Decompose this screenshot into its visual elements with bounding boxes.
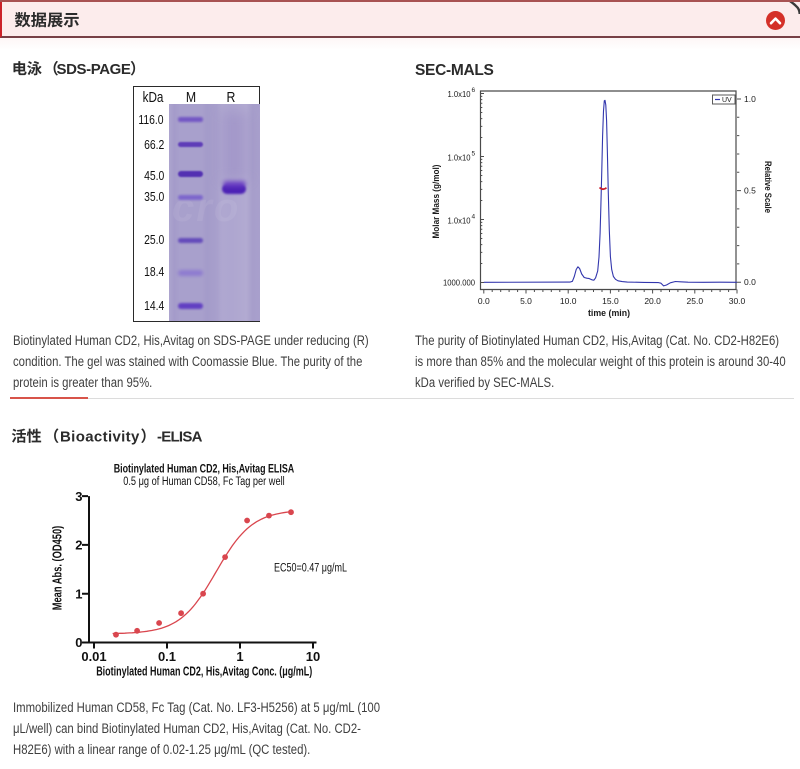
svg-text:0.1: 0.1 (158, 649, 176, 664)
svg-text:0.5: 0.5 (744, 186, 756, 196)
svg-text:15.0: 15.0 (602, 296, 619, 306)
svg-text:0.0: 0.0 (478, 296, 490, 306)
svg-text:25.0: 25.0 (687, 296, 704, 306)
svg-text:2: 2 (75, 538, 82, 553)
svg-text:-ELISA: -ELISA (157, 429, 203, 446)
svg-text:1.0x10: 1.0x10 (448, 153, 471, 163)
svg-text:5.0: 5.0 (520, 296, 532, 306)
svg-text:UV: UV (722, 97, 732, 104)
svg-text:SEC-MALS: SEC-MALS (415, 62, 494, 79)
svg-text:10: 10 (306, 649, 320, 664)
svg-text:0.01: 0.01 (81, 649, 106, 664)
svg-text:20.0: 20.0 (644, 296, 661, 306)
svg-text:1: 1 (236, 649, 243, 664)
svg-text:Molar Mass (g/mol): Molar Mass (g/mol) (431, 165, 441, 239)
svg-text:Mean Abs. (OD450): Mean Abs. (OD450) (50, 526, 64, 611)
svg-text:Bioactivity: Bioactivity (60, 429, 140, 446)
svg-text:10.0: 10.0 (560, 296, 577, 306)
svg-text:Relative Scale: Relative Scale (763, 161, 773, 213)
svg-text:1000.000: 1000.000 (443, 278, 475, 288)
svg-text:0.0: 0.0 (744, 277, 756, 287)
svg-text:3: 3 (75, 489, 82, 504)
svg-text:1: 1 (75, 586, 82, 601)
svg-text:1.0x10: 1.0x10 (448, 216, 471, 226)
svg-text:EC50=0.47 μg/mL: EC50=0.47 μg/mL (274, 563, 347, 575)
svg-text:Biotinylated Human CD2, His,Av: Biotinylated Human CD2, His,Avitag Conc.… (96, 664, 312, 678)
svg-text:time (min): time (min) (588, 308, 630, 319)
svg-text:4: 4 (472, 214, 476, 221)
svg-text:5: 5 (472, 151, 476, 158)
svg-text:SDS-PAGE: SDS-PAGE (57, 61, 131, 78)
svg-text:30.0: 30.0 (729, 296, 746, 306)
svg-text:0: 0 (75, 635, 82, 650)
svg-text:0.5 μg of Human CD58, Fc Tag p: 0.5 μg of Human CD58, Fc Tag per well (123, 476, 285, 488)
svg-text:6: 6 (472, 87, 476, 94)
svg-text:1.0x10: 1.0x10 (448, 89, 471, 99)
svg-text:1.0: 1.0 (744, 94, 756, 104)
svg-text:Biotinylated Human CD2, His,Av: Biotinylated Human CD2, His,Avitag ELISA (114, 461, 295, 475)
